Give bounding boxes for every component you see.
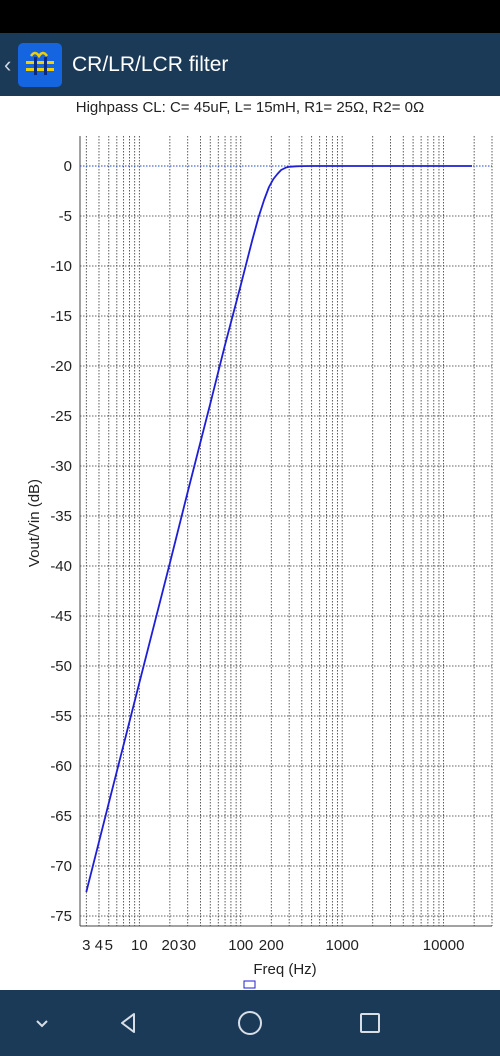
y-tick-label: -70 [50, 858, 72, 875]
y-tick-label: -10 [50, 258, 72, 275]
x-tick-label: 10 [131, 937, 148, 954]
x-tick-label: 20 [162, 937, 179, 954]
x-tick-label: 100 [228, 937, 253, 954]
app-bar: ‹ CR/LR/LCR filter [0, 33, 500, 96]
filter-app-icon [18, 42, 62, 87]
y-tick-label: -5 [59, 208, 72, 225]
navigation-bar [0, 990, 500, 1056]
status-bar [0, 0, 500, 33]
x-tick-label: 30 [179, 937, 196, 954]
y-tick-label: -25 [50, 408, 72, 425]
y-axis-label: Vout/Vin (dB) [26, 479, 43, 567]
y-tick-label: -40 [50, 558, 72, 575]
chevron-left-icon[interactable]: ‹ [4, 52, 12, 77]
y-tick-label: -75 [50, 908, 72, 925]
app-title: CR/LR/LCR filter [72, 52, 229, 76]
chart-series [80, 165, 492, 989]
chart-grid [80, 136, 493, 926]
y-tick-label: -55 [50, 708, 72, 725]
x-tick-label: 10000 [423, 937, 465, 954]
x-tick-label: 3 [82, 937, 90, 954]
x-axis-label: Freq (Hz) [253, 961, 316, 978]
y-tick-label: -30 [50, 458, 72, 475]
chart-axes [79, 136, 492, 927]
back-triangle-icon[interactable] [98, 990, 158, 1056]
x-tick-label: 5 [105, 937, 113, 954]
y-tick-label: -20 [50, 358, 72, 375]
y-tick-label: -60 [50, 758, 72, 775]
chart-tick-labels: 0 -5 -10 -15 -20 -25 -30 -35 -40 -45 -50 -55 -60 -65 -… [50, 158, 464, 954]
recents-square-icon[interactable] [340, 990, 400, 1056]
x-tick-label: 1000 [325, 937, 358, 954]
x-tick-label: 4 [95, 937, 103, 954]
y-tick-label: -35 [50, 508, 72, 525]
y-tick-label: -65 [50, 808, 72, 825]
y-tick-label: 0 [64, 158, 72, 175]
filter-response-chart: 0 -5 -10 -15 -20 -25 -30 -35 -40 -45 -50 -55 -60 -65 -… [26, 99, 493, 989]
y-tick-label: -15 [50, 308, 72, 325]
response-curve [85, 165, 472, 893]
chart-title: Highpass CL: C= 45uF, L= 15mH, R1= 25Ω, … [76, 99, 424, 116]
chevron-down-icon[interactable] [12, 990, 72, 1056]
zoom-indicator-icon [243, 980, 256, 989]
y-tick-label: -45 [50, 608, 72, 625]
home-circle-icon[interactable] [220, 990, 280, 1056]
x-tick-label: 200 [259, 937, 284, 954]
y-tick-label: -50 [50, 658, 72, 675]
